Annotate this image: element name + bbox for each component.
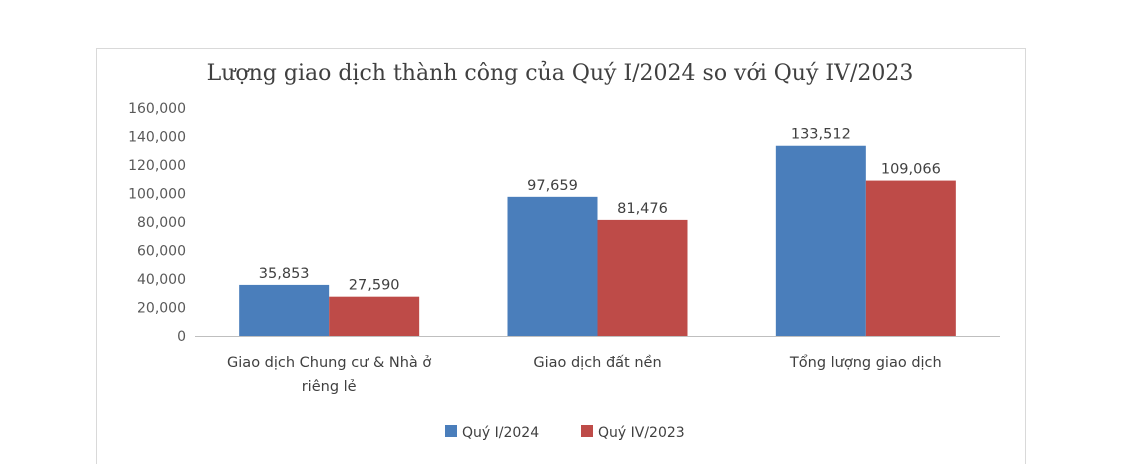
legend-swatch	[445, 425, 457, 437]
y-tick-label: 80,000	[137, 215, 186, 231]
data-label: 97,659	[527, 178, 578, 194]
y-tick-label: 140,000	[128, 130, 186, 146]
bar	[775, 145, 866, 336]
chart-frame	[96, 48, 1026, 464]
y-tick-label: 100,000	[128, 187, 186, 203]
y-tick-label: 120,000	[128, 158, 186, 174]
y-tick-label: 60,000	[137, 244, 186, 260]
data-label: 133,512	[791, 127, 851, 143]
legend-label: Quý I/2024	[462, 425, 539, 441]
data-label: 81,476	[617, 201, 668, 217]
y-tick-label: 40,000	[137, 272, 186, 288]
category-label: Giao dịch Chung cư & Nhà ở	[227, 355, 431, 371]
y-tick-label: 0	[177, 329, 186, 345]
y-axis: 0 20,000 40,000 60,000 80,000 100,000 120,000 1…	[128, 101, 186, 345]
data-label: 27,590	[349, 278, 400, 294]
category-label: Tổng lượng giao dịch	[789, 354, 942, 371]
category-label: riêng lẻ	[302, 379, 357, 395]
bar	[239, 284, 330, 336]
x-axis: Giao dịch Chung cư & Nhà ở riêng lẻ Giao d…	[195, 336, 1000, 395]
category-label: Giao dịch đất nền	[533, 354, 661, 371]
y-tick-label: 20,000	[137, 301, 186, 317]
legend: Quý I/2024 Quý IV/2023	[445, 425, 685, 441]
data-label: 35,853	[259, 266, 310, 282]
y-tick-label: 160,000	[128, 101, 186, 117]
bar	[507, 196, 598, 336]
bars: 35,853 27,590 97,659 81,476 133,512 109,066	[239, 127, 956, 336]
chart-title: Lượng giao dịch thành công của Quý I/202…	[207, 60, 914, 86]
bar	[329, 296, 420, 336]
data-label: 109,066	[881, 162, 941, 178]
bar	[865, 180, 956, 336]
bar	[597, 219, 688, 336]
legend-swatch	[581, 425, 593, 437]
legend-label: Quý IV/2023	[598, 425, 685, 441]
